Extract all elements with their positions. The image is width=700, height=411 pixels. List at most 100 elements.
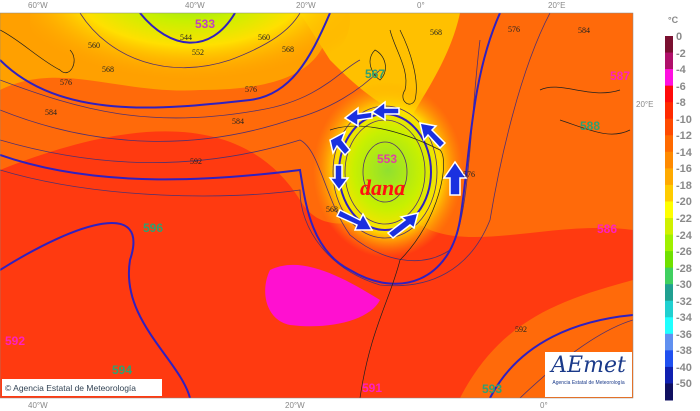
colorbar-swatch <box>665 317 673 335</box>
contour-label: 592 <box>515 325 527 334</box>
colorbar-label: -4 <box>676 64 686 77</box>
center-value: 567 <box>365 67 385 81</box>
colorbar-swatch <box>665 184 673 202</box>
north-low-shading <box>30 13 350 100</box>
colorbar-swatch <box>665 151 673 169</box>
colorbar-label: -18 <box>676 179 692 192</box>
contour-label: 576 <box>245 85 257 94</box>
colorbar-label: 0 <box>676 31 683 43</box>
colorbar-swatch <box>665 284 673 302</box>
colorbar <box>665 36 673 401</box>
colorbar-label: -30 <box>676 279 692 292</box>
center-value: 596 <box>143 221 163 235</box>
colorbar-swatch <box>665 201 673 219</box>
contour-label: 560 <box>258 33 270 42</box>
colorbar-swatch <box>665 350 673 368</box>
colorbar-label: -6 <box>676 80 686 93</box>
colorbar-label: -36 <box>676 328 692 341</box>
arrow-icon <box>370 100 400 122</box>
colorbar-swatch <box>665 218 673 236</box>
center-value: 587 <box>610 69 630 83</box>
colorbar-swatch <box>665 168 673 186</box>
contour-label: 592 <box>190 157 202 166</box>
colorbar-unit: °C <box>668 15 679 25</box>
logo-subtitle: Agencia Estatal de Meteorología <box>552 380 625 386</box>
center-values: 533 553 567 587 588 586 596 592 594 591 … <box>5 17 630 396</box>
colorbar-label: -16 <box>676 163 692 176</box>
contour-label: 584 <box>578 26 590 35</box>
dana-center-value: 553 <box>377 152 397 166</box>
colorbar-swatch <box>665 300 673 318</box>
top-tick: 20°W <box>296 1 316 10</box>
colorbar-label: -10 <box>676 113 692 126</box>
logo-mark: AEmet <box>551 353 626 378</box>
colorbar-label: -24 <box>676 229 692 242</box>
center-value: 594 <box>112 363 132 377</box>
contour-label: 560 <box>88 41 100 50</box>
colorbar-label: -14 <box>676 146 692 159</box>
contour-label: 576 <box>463 170 475 179</box>
center-value: 591 <box>362 381 382 395</box>
colorbar-label: -26 <box>676 246 692 259</box>
colorbar-label: -8 <box>676 97 686 110</box>
arrow-icon <box>328 164 350 192</box>
colorbar-swatch <box>665 102 673 120</box>
contour-labels: 544 552 560 560 568 568 576 576 584 584 … <box>45 25 590 334</box>
contour-label: 568 <box>326 205 338 214</box>
contour-label: 552 <box>192 48 204 57</box>
colorbar-label: -34 <box>676 312 692 325</box>
colorbar-swatch <box>665 36 673 54</box>
colorbar-label: -40 <box>676 361 692 374</box>
contour-label: 576 <box>60 78 72 87</box>
top-tick: 0° <box>417 1 425 10</box>
top-tick: 20°E <box>548 1 566 10</box>
colorbar-label: -20 <box>676 196 692 209</box>
colorbar-swatch <box>665 383 673 401</box>
top-tick: 40°W <box>185 1 205 10</box>
warm-anomaly <box>265 264 380 327</box>
bottom-tick: 0° <box>540 401 548 410</box>
colorbar-swatch <box>665 69 673 87</box>
center-value: 586 <box>597 222 617 236</box>
copyright-text: © Agencia Estatal de Meteorología <box>5 382 137 393</box>
colorbar-swatch <box>665 135 673 153</box>
contour-label: 584 <box>232 117 244 126</box>
colorbar-label: -22 <box>676 213 692 225</box>
coastlines <box>0 29 631 398</box>
dana-label: dana <box>360 175 405 200</box>
colorbar-swatch <box>665 333 673 351</box>
colorbar-label: -50 <box>676 378 692 391</box>
colorbar-swatch <box>665 267 673 285</box>
colorbar-label: -2 <box>676 47 686 60</box>
arrow-icon <box>343 106 373 128</box>
colorbar-swatch <box>665 251 673 269</box>
arrow-icon <box>335 208 374 231</box>
arrow-icon <box>386 211 420 239</box>
wind-arrows <box>328 100 468 239</box>
colorbar-swatch <box>665 366 673 384</box>
arrow-icon <box>419 122 447 150</box>
map-frame <box>0 12 634 399</box>
copyright-notice: © Agencia Estatal de Meteorología <box>2 379 162 396</box>
contour-label: 584 <box>45 108 57 117</box>
colorbar-swatch <box>665 85 673 103</box>
bottom-tick: 40°W <box>28 401 48 410</box>
colorbar-label: -12 <box>676 130 692 143</box>
arrow-icon <box>442 160 468 196</box>
colorbar-label: -32 <box>676 295 692 308</box>
aemet-logo: AEmet Agencia Estatal de Meteorología <box>545 352 632 397</box>
contour-label: 544 <box>180 33 192 42</box>
colorbar-swatch <box>665 234 673 252</box>
colorbar-label: -28 <box>676 262 692 275</box>
contour-label: 576 <box>508 25 520 34</box>
contours <box>0 13 633 398</box>
contour-label: 568 <box>430 28 442 37</box>
contour-label: 568 <box>102 65 114 74</box>
bottom-tick: 20°W <box>285 401 305 410</box>
colorbar-swatch <box>665 118 673 136</box>
center-value: 592 <box>5 334 25 348</box>
center-value: 593 <box>482 382 502 396</box>
colorbar-label: -38 <box>676 345 692 358</box>
